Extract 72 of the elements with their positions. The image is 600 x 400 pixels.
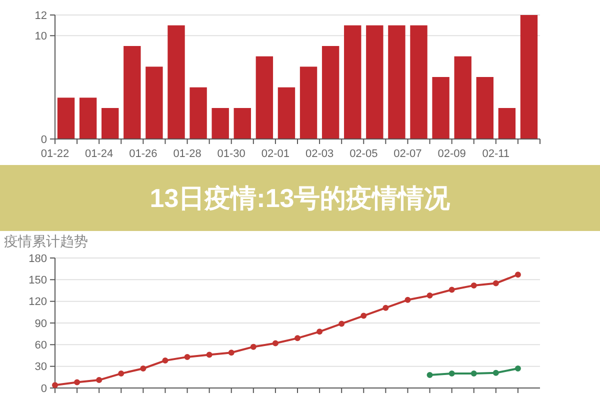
bar (168, 25, 185, 139)
y-tick-label: 120 (28, 296, 47, 308)
y-tick-label: 90 (34, 318, 47, 330)
point (470, 282, 477, 288)
point (228, 350, 234, 356)
x-tick-label: 01-28 (173, 148, 202, 160)
bar (57, 98, 75, 139)
point (96, 377, 102, 384)
y-tick-label: 180 (28, 252, 47, 265)
point (52, 382, 58, 388)
point (118, 370, 124, 377)
y-tick-label: 0 (40, 134, 47, 146)
bar (278, 87, 296, 139)
x-tick-label: 02-07 (394, 148, 422, 160)
point (404, 296, 411, 303)
point (426, 292, 433, 299)
x-tick-label: 01-30 (217, 148, 246, 160)
x-tick-label: 01-24 (85, 148, 114, 160)
x-tick-label: 02-05 (350, 148, 378, 160)
bar (212, 108, 229, 139)
x-tick-label: 02-11 (482, 148, 510, 160)
point (492, 280, 499, 286)
bar (454, 56, 472, 139)
point (206, 352, 212, 358)
x-tick-label: 02-01 (261, 148, 290, 160)
bar (300, 66, 318, 139)
bar (322, 46, 340, 139)
point (470, 370, 477, 377)
point (514, 366, 521, 372)
bar (344, 25, 362, 139)
point (272, 340, 278, 346)
point (162, 358, 168, 364)
x-tick-label: 01-26 (129, 148, 158, 160)
point (74, 379, 80, 386)
x-tick-label: 02-09 (438, 148, 466, 160)
bar (520, 15, 538, 139)
y-tick-label: 150 (28, 274, 47, 287)
point (448, 370, 455, 377)
point (426, 372, 433, 378)
bar (102, 108, 119, 139)
chart-title: 疫情累计趋势 (4, 233, 88, 249)
y-tick-label: 0 (40, 382, 47, 395)
x-tick-label: 02-03 (305, 148, 334, 160)
bar (388, 25, 406, 139)
point (360, 312, 367, 319)
bar (432, 77, 450, 139)
bar (256, 56, 274, 139)
point (514, 272, 521, 278)
y-tick-label: 12 (34, 10, 47, 22)
bar (234, 108, 251, 139)
bar (146, 66, 163, 139)
point (140, 366, 146, 372)
bar (190, 87, 207, 139)
text: 13日疫情:13号的疫情情况 (150, 183, 452, 214)
bar (498, 108, 516, 139)
point (382, 304, 389, 311)
point (294, 335, 300, 342)
x-tick-label: 01-22 (40, 148, 70, 160)
point (316, 328, 323, 335)
point (338, 320, 345, 327)
y-tick-label: 60 (34, 340, 47, 352)
point (250, 344, 256, 350)
bar (79, 98, 97, 139)
y-tick-label: 30 (34, 361, 47, 374)
point (184, 354, 190, 360)
bar (366, 25, 384, 139)
point (448, 286, 455, 293)
point (492, 370, 499, 376)
bar (124, 46, 141, 139)
bar (410, 25, 428, 139)
y-tick-label: 10 (34, 30, 47, 43)
bar (476, 77, 494, 139)
